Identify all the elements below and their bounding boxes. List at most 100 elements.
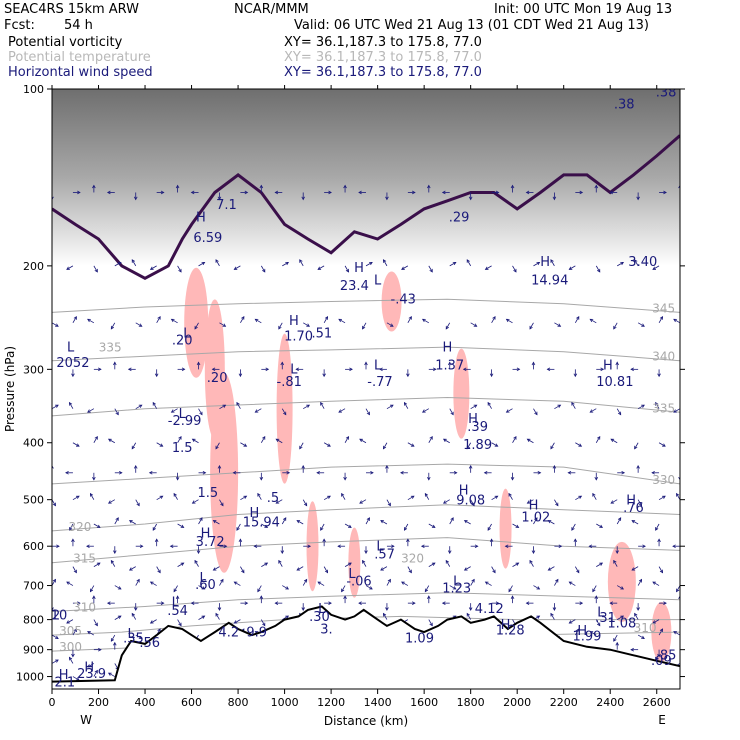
wind-arrow: [512, 265, 517, 273]
wind-arrowhead: [429, 435, 433, 440]
wind-arrowhead: [66, 266, 70, 270]
wind-arrowhead: [576, 569, 580, 574]
x-end-label-east: E: [658, 713, 666, 727]
extrema-label-49: L: [348, 567, 356, 582]
wind-arrowhead: [427, 595, 431, 599]
fcst-value: 54 h: [64, 18, 93, 33]
wind-arrowhead: [106, 190, 111, 195]
wind-arrowhead: [86, 544, 90, 548]
x-tick-label-10: 2000: [503, 696, 531, 709]
wind-arrowhead: [468, 196, 473, 201]
wind-arrowhead: [199, 517, 203, 521]
wind-arrow: [424, 493, 430, 500]
wind-arrowhead: [127, 367, 132, 372]
wind-arrow: [260, 436, 266, 443]
wind-arrowhead: [149, 620, 154, 624]
wind-arrowhead: [578, 495, 583, 499]
wind-arrow: [281, 517, 287, 525]
wind-arrowhead: [362, 325, 366, 330]
x-tick-label-8: 1600: [410, 696, 438, 709]
x-tick-label-12: 2400: [596, 696, 624, 709]
wind-arrowhead: [232, 471, 237, 475]
wind-arrow: [679, 675, 680, 677]
wind-arrowhead: [579, 601, 584, 605]
wind-arrow: [590, 631, 597, 636]
wind-arrow: [637, 499, 642, 506]
wind-arrowhead: [441, 190, 446, 195]
wind-arrowhead: [571, 527, 575, 531]
wind-arrow: [114, 585, 122, 590]
wind-arrowhead: [133, 196, 138, 201]
wind-arrowhead: [513, 268, 517, 273]
wind-arrowhead: [534, 411, 538, 416]
wind-arrowhead: [244, 601, 249, 605]
wind-arrowhead: [49, 260, 52, 263]
wind-arrowhead: [328, 190, 332, 195]
wind-arrowhead: [370, 471, 374, 475]
wind-arrow: [52, 442, 53, 444]
wind-arrowhead: [642, 544, 646, 548]
extrema-label-65: H: [577, 624, 587, 639]
extrema-label-29: 1.37: [435, 358, 464, 373]
wind-arrowhead: [341, 588, 345, 593]
wind-arrowhead: [196, 361, 201, 366]
wind-arrow: [236, 523, 241, 531]
theta-label-0: 300: [59, 640, 82, 654]
wind-arrowhead: [262, 435, 266, 440]
wind-arrowhead: [317, 581, 322, 585]
wind-arrow: [344, 436, 349, 443]
wind-arrowhead: [452, 586, 457, 590]
wind-arrow: [72, 495, 80, 501]
wind-arrowhead: [387, 502, 391, 507]
wind-arrowhead: [597, 268, 601, 273]
wind-arrowhead: [154, 373, 159, 378]
wind-arrow: [485, 581, 492, 586]
wind-arrow: [658, 628, 663, 636]
y-tick-label-7: 800: [23, 614, 44, 627]
wind-arrowhead: [442, 500, 447, 504]
wind-arrow: [135, 579, 140, 586]
wind-arrow: [52, 566, 53, 568]
wind-arrowhead: [663, 601, 667, 605]
wind-arrow: [177, 619, 182, 626]
wind-arrow: [93, 523, 101, 528]
wind-arrowhead: [634, 445, 638, 450]
extrema-label-11: 1.5: [197, 486, 218, 501]
wind-arrowhead: [303, 502, 308, 507]
fcst-label: Fcst:: [4, 18, 35, 33]
wind-arrow: [365, 585, 373, 590]
wind-arrowhead: [620, 586, 625, 590]
wind-arrow: [574, 316, 580, 324]
wind-arrow: [595, 436, 601, 443]
wind-arrowhead: [537, 471, 542, 475]
wind-arrowhead: [222, 404, 227, 408]
extrema-label-64: 1.08: [607, 616, 636, 631]
wind-arrowhead: [462, 367, 467, 372]
wind-vectors: [49, 184, 680, 684]
wind-arrowhead: [148, 471, 153, 475]
wind-arrow: [72, 442, 80, 447]
extrema-label-81: 10: [51, 609, 68, 624]
wind-arrowhead: [487, 401, 491, 406]
wind-arrowhead: [494, 495, 499, 499]
wind-arrow: [114, 408, 119, 415]
extrema-label-27: -.77: [367, 375, 392, 390]
wind-arrowhead: [594, 595, 599, 599]
wind-arrow: [428, 562, 436, 567]
extrema-label-19: H: [289, 314, 299, 329]
wind-arrow: [386, 579, 391, 586]
wind-arrow: [320, 402, 325, 409]
wind-arrow: [449, 262, 456, 267]
wind-arrowhead: [244, 190, 249, 195]
y-tick-label-2: 300: [23, 363, 44, 376]
wind-arrowhead: [243, 443, 248, 447]
wind-arrowhead: [442, 438, 447, 442]
wind-arrow: [52, 499, 56, 506]
wind-arrow: [108, 499, 116, 504]
wind-arrow: [422, 318, 429, 324]
wind-arrowhead: [504, 544, 509, 548]
wind-arrowhead: [489, 538, 494, 542]
wind-arrowhead: [73, 315, 77, 320]
wind-arrowhead: [401, 581, 405, 585]
wind-arrowhead: [259, 477, 264, 481]
